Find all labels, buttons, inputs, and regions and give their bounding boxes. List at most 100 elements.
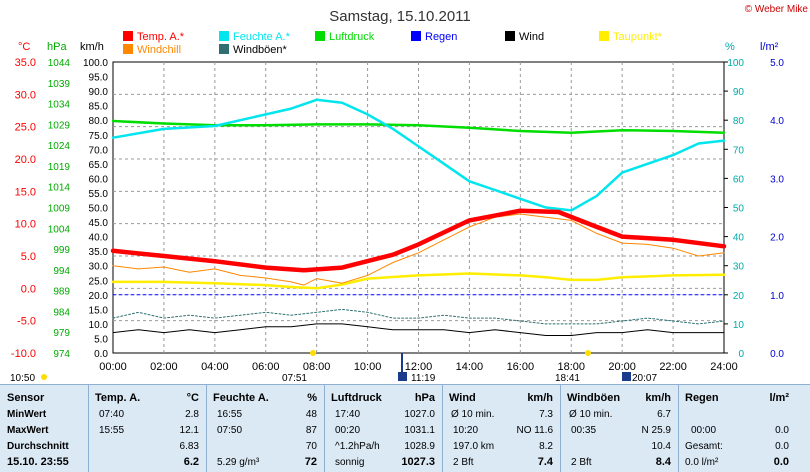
- x-tick-label: 16:00: [507, 361, 535, 373]
- sun-time-label: 10:50: [10, 373, 35, 384]
- kmh-tick-label: 30.0: [89, 262, 109, 273]
- kmh-tick-label: 60.0: [89, 174, 109, 185]
- rain-tick-label: 4.0: [770, 116, 784, 127]
- sun-time-label: 11:19: [411, 373, 436, 384]
- stats-gust-block: Windböen km/h Ø 10 min. 00:35 N 25.9 2 B…: [560, 385, 679, 472]
- pressure-max-time: 00:20: [335, 425, 361, 436]
- x-tick-label: 04:00: [201, 361, 229, 373]
- chart-title: Samstag, 15.10.2011: [329, 8, 471, 25]
- legend-label: Temp. A.*: [137, 31, 185, 43]
- hpa-tick-label: 1029: [48, 120, 71, 131]
- unit-percent: %: [725, 41, 735, 53]
- temp-current-value: 6.2: [183, 456, 199, 468]
- wind-max-time: 10:20: [453, 425, 479, 436]
- kmh-tick-label: 15.0: [89, 305, 109, 316]
- kmh-tick-label: 65.0: [89, 160, 109, 171]
- stats-gust-unit: km/h: [645, 392, 671, 404]
- legend-swatch: [505, 31, 515, 41]
- kmh-tick-label: 80.0: [89, 116, 109, 127]
- rain-tick-label: 0.0: [770, 349, 784, 360]
- temp-tick-label: 35.0: [15, 57, 36, 69]
- kmh-tick-label: 0.0: [94, 349, 108, 360]
- gust-max-time: 00:35: [571, 425, 597, 436]
- temp-tick-label: -10.0: [11, 348, 36, 360]
- pct-tick-label: 0: [738, 349, 744, 360]
- humidity-min-value: 48: [305, 409, 317, 420]
- temp-tick-label: 10.0: [15, 219, 36, 231]
- legend-swatch: [315, 31, 325, 41]
- kmh-tick-label: 20.0: [89, 291, 109, 302]
- wind-current-value: 7.4: [537, 456, 553, 468]
- gust-min-value: 6.7: [657, 409, 671, 420]
- wind-avg-value: 8.2: [539, 441, 553, 452]
- hpa-tick-label: 1024: [48, 141, 71, 152]
- legend-swatch: [219, 31, 229, 41]
- sun-time-label: 20:07: [632, 373, 657, 384]
- hpa-tick-label: 1014: [48, 183, 71, 194]
- stats-temp-unit: °C: [186, 392, 199, 404]
- pct-tick-label: 40: [733, 233, 745, 244]
- rain-tick-label: 5.0: [770, 58, 784, 69]
- gust-beaufort: 2 Bft: [571, 457, 592, 468]
- kmh-tick-label: 25.0: [89, 276, 109, 287]
- x-tick-label: 24:00: [710, 361, 738, 373]
- rain-tick-label: 2.0: [770, 233, 784, 244]
- wind-beaufort: 2 Bft: [453, 457, 474, 468]
- hpa-tick-label: 984: [53, 307, 70, 318]
- statistics-panel: Sensor MinWert MaxWert Durchschnitt 15.1…: [0, 384, 810, 472]
- pressure-current-value: 1027.3: [401, 456, 435, 468]
- legend-swatch: [123, 31, 133, 41]
- stats-rain-unit: l/m²: [769, 392, 789, 404]
- moonrise-icon: [622, 372, 631, 381]
- rain-current-amount: 0.0 l/m²: [685, 457, 719, 468]
- wind-distance: 197.0 km: [453, 441, 495, 452]
- humidity-absolute: 5.29 g/m³: [217, 457, 260, 468]
- hpa-tick-label: 999: [53, 245, 70, 256]
- stats-rain-header: Regen: [685, 392, 719, 404]
- stats-wind-unit: km/h: [527, 392, 553, 404]
- unit-celsius: °C: [18, 41, 30, 53]
- temp-min-time: 07:40: [99, 409, 125, 420]
- legend-label: Windböen*: [233, 44, 288, 56]
- humidity-min-time: 16:55: [217, 409, 243, 420]
- temp-avg-value: 6.83: [179, 441, 199, 452]
- legend: Temp. A.* Feuchte A.* Luftdruck Regen Wind Ta…: [123, 31, 663, 56]
- kmh-tick-label: 50.0: [89, 204, 109, 215]
- x-tick-label: 14:00: [456, 361, 484, 373]
- row-label-avg: Durchschnitt: [7, 441, 69, 452]
- series-temp-a: [110, 208, 727, 273]
- gust-current-value: 8.4: [655, 456, 671, 468]
- kmh-tick-label: 10.0: [89, 320, 109, 331]
- copyright: © Weber Mike: [745, 4, 809, 15]
- hpa-tick-label: 1039: [48, 79, 71, 90]
- axes: 00:00 02:00 04:00 06:00 08:00 10:00 12:00 14:00…: [11, 57, 785, 373]
- x-tick-label: 00:00: [99, 361, 127, 373]
- pct-tick-label: 80: [733, 116, 745, 127]
- x-tick-label: 20:00: [608, 361, 636, 373]
- legend-swatch: [123, 44, 133, 54]
- humidity-avg-value: 70: [305, 441, 317, 452]
- unit-hpa: hPa: [47, 41, 67, 53]
- pressure-trend: ^1.2hPa/h: [335, 441, 380, 452]
- temp-max-time: 15:55: [99, 425, 125, 436]
- kmh-tick-label: 70.0: [89, 145, 109, 156]
- series-windb-en: [112, 308, 725, 325]
- row-label-max: MaxWert: [7, 425, 49, 436]
- hpa-tick-label: 994: [53, 266, 70, 277]
- hpa-tick-label: 989: [53, 287, 70, 298]
- series-taupunkt: [111, 272, 726, 290]
- humidity-current-value: 72: [304, 456, 317, 468]
- stats-sensor-header: Sensor: [7, 392, 45, 404]
- legend-swatch: [599, 31, 609, 41]
- legend-label: Feuchte A.*: [233, 31, 291, 43]
- gust-avg-value: 10.4: [651, 441, 671, 452]
- pressure-avg-value: 1028.9: [404, 441, 435, 452]
- row-label-min: MinWert: [7, 409, 47, 420]
- unit-rain: l/m²: [760, 41, 779, 53]
- sun-time-label: 07:51: [282, 373, 307, 384]
- rain-max-value: 0.0: [775, 425, 789, 436]
- temp-tick-label: -5.0: [17, 316, 36, 328]
- kmh-tick-label: 95.0: [89, 73, 109, 84]
- kmh-tick-label: 100.0: [83, 58, 108, 69]
- wind-max-direction: NO 11.6: [516, 425, 554, 436]
